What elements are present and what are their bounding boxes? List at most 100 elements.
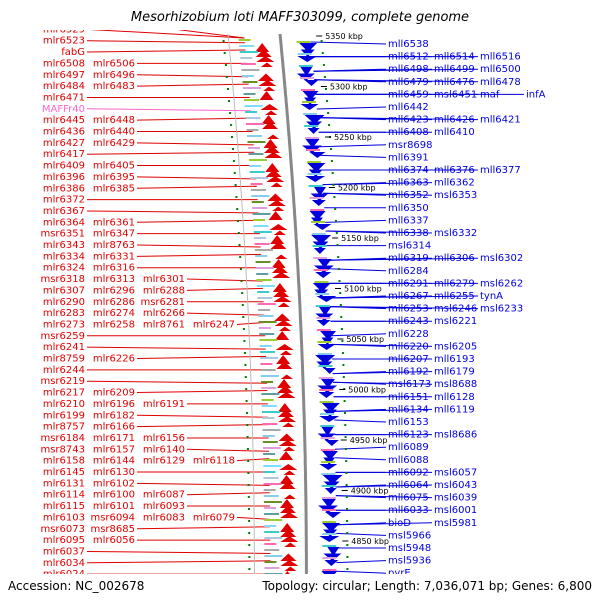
feature-category-bar [306,161,321,163]
feature-category-bar [264,513,280,515]
left-strand-gene-glyph [270,235,285,244]
gene-connector-line [136,526,271,530]
left-strand-gene-glyph [278,433,295,441]
left-strand-gene-glyph [277,403,292,412]
gene-connector-line [333,408,433,412]
track-boundary-dot [246,412,248,414]
right-strand-gene-glyph [311,200,326,206]
track-boundary-dot [344,412,346,414]
feature-category-bar [260,375,279,377]
left-strand-gene-glyph [278,416,297,422]
gene-connector-line [136,356,267,359]
track-boundary-dot [248,544,251,546]
gene-label: mlr6083 [143,512,185,523]
feature-category-bar [317,341,332,343]
right-strand-gene-glyph [314,187,327,196]
gene-label: msr8698 [388,140,433,151]
gene-label: mlr6405 [93,161,135,172]
feature-category-bar [244,105,263,107]
feature-category-bar [241,75,254,77]
gene-label: mll6421 [480,115,521,126]
track-boundary-dot [334,208,337,210]
gene-label: msl6221 [434,316,477,327]
feature-category-bar [264,519,283,521]
feature-category-bar [322,521,337,523]
gene-label: MAFFr40 [42,104,85,115]
gene-label: mll6255 [434,291,475,302]
track-boundary-dot [337,268,340,270]
gene-connector-line [86,28,245,39]
right-strand-gene-glyph [315,355,336,364]
right-strand-gene-glyph [317,344,336,350]
gene-connector-line [320,154,387,158]
track-boundary-dot [345,460,348,462]
gene-label: mll6391 [388,152,429,163]
left-strand-gene-glyph [278,326,291,331]
gene-connector-line [319,144,387,148]
left-strand-gene-glyph [272,206,285,211]
feature-category-bar [261,405,277,407]
gene-connector-line [336,570,387,574]
gene-label: mll6267 [388,291,429,302]
gene-connector-line [331,343,433,347]
track-boundary-dot [248,520,251,522]
track-boundary-dot [346,508,348,510]
gene-label: msr6351 [40,229,85,240]
gene-connector-line [86,108,251,112]
gene-label: msl6314 [388,241,431,252]
track-boundary-dot [327,112,330,114]
gene-connector-line [136,482,270,486]
track-boundary-dot [243,340,246,342]
gene-label: mlr6209 [93,388,135,399]
track-boundary-dot [230,124,233,126]
feature-category-bar [248,147,260,149]
feature-category-bar [262,441,278,443]
feature-category-bar [263,453,276,455]
right-strand-gene-glyph [313,248,326,254]
track-boundary-dot [335,232,338,234]
gene-label: mlr6247 [193,319,235,330]
gene-label: mlr6316 [93,263,135,274]
gene-label: mlr6114 [43,490,85,501]
feature-category-bar [320,413,334,415]
gene-connector-line [334,419,387,423]
track-boundary-dot [341,340,344,342]
left-strand-gene-glyph [277,379,292,388]
left-strand-gene-glyph [260,62,273,67]
feature-category-bar [314,281,329,283]
left-strand-gene-glyph [267,200,286,206]
feature-category-bar [259,333,275,335]
gene-label: msr6281 [140,297,185,308]
kbp-tick-label: 4850 kbp [351,537,389,546]
gene-label: mll6479 [388,77,429,88]
gene-connector-line [322,182,433,186]
feature-category-bar [317,353,332,355]
feature-category-bar [257,303,276,305]
left-strand-gene-glyph [271,259,286,268]
gene-connector-line [86,151,255,155]
feature-category-bar [263,489,276,491]
gene-connector-line [325,230,433,234]
gene-label: mlr6283 [43,308,85,319]
genome-info-text: Topology: circular; Length: 7,036,071 bp… [261,579,592,593]
track-boundary-dot [239,256,242,258]
gene-label: mll6476 [434,77,475,88]
feature-category-bar [320,449,335,451]
gene-label: msl5981 [434,518,477,529]
gene-label: infA [526,89,546,100]
gene-label: mlr6471 [43,92,85,103]
gene-label: mlr6100 [93,490,135,501]
track-boundary-dot [343,400,346,402]
right-strand-connector-lines [310,41,524,574]
gene-label: msl6302 [480,253,523,264]
gene-feature-track [222,39,349,590]
gene-label: mlr6523 [43,36,85,47]
right-strand-gene-glyph [300,67,313,76]
feature-category-bar [297,53,312,55]
track-boundary-dot [344,436,347,438]
track-boundary-dot [335,220,337,222]
gene-label: mlr6241 [43,342,85,353]
feature-category-bar [259,351,275,353]
feature-category-bar [242,81,258,83]
kbp-tick-label: 5100 kbp [344,285,382,294]
